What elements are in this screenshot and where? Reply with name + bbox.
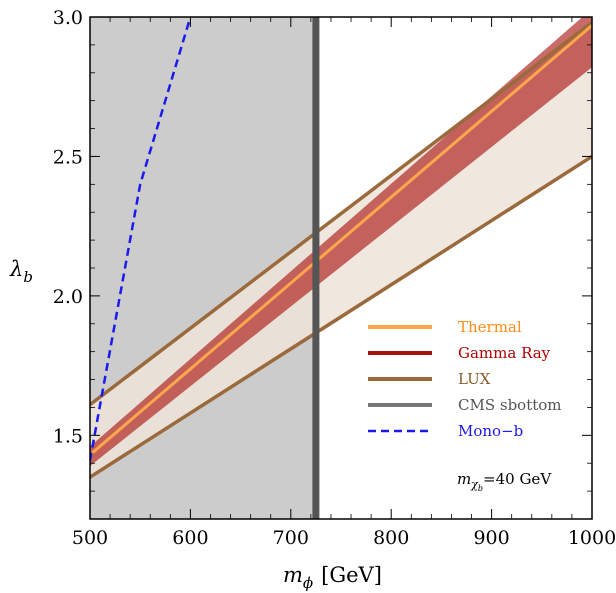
y-axis-subscript: b (23, 268, 33, 286)
y-tick-label: 2.5 (53, 146, 83, 168)
plot-area (90, 17, 592, 519)
x-tick-label: 800 (373, 527, 409, 549)
annotation-subsubscript: b (478, 484, 483, 493)
legend-label: Gamma Ray (458, 344, 551, 362)
lux-lower-line (90, 154, 592, 479)
thermal-line (90, 24, 592, 456)
annotation-value: =40 GeV (483, 470, 552, 488)
x-axis-symbol: m (283, 563, 303, 587)
y-tick-label: 2.0 (53, 286, 83, 308)
y-tick-label: 3.0 (53, 7, 83, 29)
y-axis-title: λb (9, 257, 33, 286)
x-axis-unit: [GeV] (321, 563, 382, 587)
x-axis-title: mϕ [GeV] (283, 563, 382, 592)
x-tick-label: 600 (172, 527, 208, 549)
x-tick-label: 900 (473, 527, 509, 549)
axis-ticks: 500 600 700 800 900 1000 1.5 2.0 2.5 3.0 (53, 7, 616, 549)
y-axis-symbol: λ (9, 257, 23, 281)
legend-label: LUX (458, 370, 491, 388)
mass-annotation: mχb=40 GeV (457, 470, 552, 493)
x-tick-label: 500 (72, 527, 108, 549)
legend-label: CMS sbottom (458, 396, 562, 414)
y-tick-label: 1.5 (53, 425, 83, 447)
annotation-subscript: χ (470, 478, 479, 491)
x-tick-label: 700 (273, 527, 309, 549)
legend-label: Thermal (458, 318, 522, 336)
annotation-symbol: m (457, 470, 471, 488)
lux-upper-line (90, 21, 592, 407)
legend: Thermal Gamma Ray LUX CMS sbottom Mono−b (368, 318, 562, 440)
x-axis-subscript: ϕ (303, 574, 313, 592)
x-tick-label: 1000 (568, 527, 616, 549)
mono-b-line (90, 17, 192, 461)
legend-label: Mono−b (458, 422, 523, 440)
